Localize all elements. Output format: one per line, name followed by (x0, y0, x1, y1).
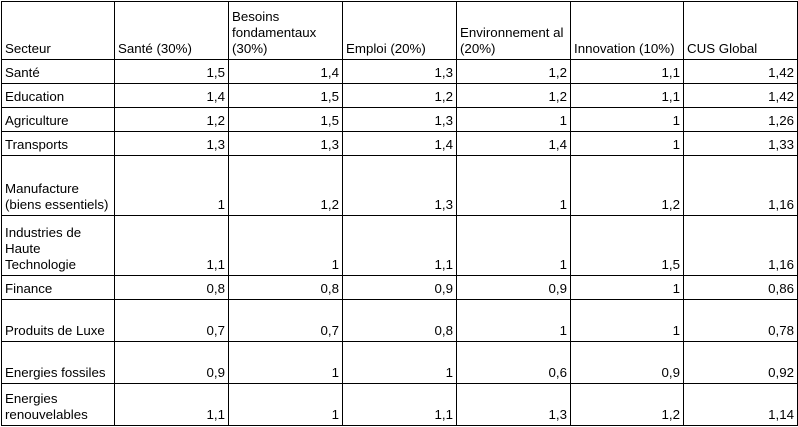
cell-innovation: 1,1 (570, 83, 684, 108)
cell-besoins: 1 (228, 341, 343, 384)
cell-cus-global: 1,42 (683, 83, 798, 108)
table-row: Education 1,4 1,5 1,2 1,2 1,1 1,42 (1, 83, 798, 108)
cell-innovation: 1,2 (570, 155, 684, 216)
cell-cus-global: 0,86 (683, 275, 798, 300)
cell-innovation: 1 (570, 131, 684, 156)
cell-besoins: 1 (228, 383, 343, 426)
cell-secteur: Energies renouvelables (1, 383, 115, 426)
table-row: Finance 0,8 0,8 0,9 0,9 1 0,86 (1, 275, 798, 300)
cell-secteur: Santé (1, 59, 115, 84)
cell-secteur: Finance (1, 275, 115, 300)
cell-secteur: Agriculture (1, 107, 115, 132)
cell-besoins: 1,5 (228, 83, 343, 108)
cell-cus-global: 0,92 (683, 341, 798, 384)
cell-secteur: Education (1, 83, 115, 108)
cell-innovation: 1,5 (570, 215, 684, 276)
table-row: Energies renouvelables 1,1 1 1,1 1,3 1,2… (1, 383, 798, 426)
cell-secteur: Industries de Haute Technologie (1, 215, 115, 276)
cell-besoins: 0,8 (228, 275, 343, 300)
cell-innovation: 1,2 (570, 383, 684, 426)
cell-secteur: Produits de Luxe (1, 299, 115, 342)
cell-cus-global: 1,16 (683, 215, 798, 276)
cell-environnement: 1 (456, 155, 571, 216)
cell-environnement: 1,4 (456, 131, 571, 156)
cell-emploi: 1,1 (342, 215, 457, 276)
cell-besoins: 1,2 (228, 155, 343, 216)
cell-secteur: Energies fossiles (1, 341, 115, 384)
header-sante: Santé (30%) (114, 1, 229, 60)
header-besoins: Besoins fondamentaux (30%) (228, 1, 343, 60)
cell-cus-global: 1,26 (683, 107, 798, 132)
cell-sante: 1,5 (114, 59, 229, 84)
cell-environnement: 1 (456, 107, 571, 132)
cell-sante: 1,2 (114, 107, 229, 132)
cell-environnement: 1,2 (456, 59, 571, 84)
cell-besoins: 1,4 (228, 59, 343, 84)
cell-emploi: 0,8 (342, 299, 457, 342)
cell-environnement: 0,6 (456, 341, 571, 384)
cell-environnement: 1 (456, 215, 571, 276)
cell-innovation: 1 (570, 107, 684, 132)
header-cus-global: CUS Global (683, 1, 798, 60)
table-row: Agriculture 1,2 1,5 1,3 1 1 1,26 (1, 107, 798, 132)
table-row: Transports 1,3 1,3 1,4 1,4 1 1,33 (1, 131, 798, 156)
header-row: Secteur Santé (30%) Besoins fondamentaux… (1, 1, 798, 60)
cell-sante: 1,1 (114, 215, 229, 276)
cell-environnement: 1,2 (456, 83, 571, 108)
cell-besoins: 1,5 (228, 107, 343, 132)
cell-innovation: 1,1 (570, 59, 684, 84)
cell-cus-global: 1,42 (683, 59, 798, 84)
cell-sante: 0,8 (114, 275, 229, 300)
cell-emploi: 1,2 (342, 83, 457, 108)
header-secteur: Secteur (1, 1, 115, 60)
cell-emploi: 1,3 (342, 155, 457, 216)
cell-besoins: 1 (228, 215, 343, 276)
cell-cus-global: 1,33 (683, 131, 798, 156)
cell-sante: 1 (114, 155, 229, 216)
cell-environnement: 1,3 (456, 383, 571, 426)
cell-innovation: 0,9 (570, 341, 684, 384)
cell-sante: 0,7 (114, 299, 229, 342)
cell-sante: 1,3 (114, 131, 229, 156)
cell-secteur: Transports (1, 131, 115, 156)
cell-sante: 1,1 (114, 383, 229, 426)
cell-environnement: 0,9 (456, 275, 571, 300)
table-row: Santé 1,5 1,4 1,3 1,2 1,1 1,42 (1, 59, 798, 84)
cell-sante: 1,4 (114, 83, 229, 108)
header-emploi: Emploi (20%) (342, 1, 457, 60)
cell-cus-global: 0,78 (683, 299, 798, 342)
header-environnement: Environnement al (20%) (456, 1, 571, 60)
cell-emploi: 1,1 (342, 383, 457, 426)
cell-secteur: Manufacture (biens essentiels) (1, 155, 115, 216)
cell-innovation: 1 (570, 299, 684, 342)
cell-emploi: 1,3 (342, 107, 457, 132)
header-innovation: Innovation (10%) (570, 1, 684, 60)
cell-emploi: 1,3 (342, 59, 457, 84)
cell-emploi: 1,4 (342, 131, 457, 156)
cell-emploi: 1 (342, 341, 457, 384)
cell-cus-global: 1,14 (683, 383, 798, 426)
cell-besoins: 0,7 (228, 299, 343, 342)
cell-besoins: 1,3 (228, 131, 343, 156)
cell-innovation: 1 (570, 275, 684, 300)
cell-environnement: 1 (456, 299, 571, 342)
cell-cus-global: 1,16 (683, 155, 798, 216)
table-row: Industries de Haute Technologie 1,1 1 1,… (1, 215, 798, 276)
table-row: Produits de Luxe 0,7 0,7 0,8 1 1 0,78 (1, 299, 798, 342)
cell-sante: 0,9 (114, 341, 229, 384)
table-row: Energies fossiles 0,9 1 1 0,6 0,9 0,92 (1, 341, 798, 384)
cell-emploi: 0,9 (342, 275, 457, 300)
table-row: Manufacture (biens essentiels) 1 1,2 1,3… (1, 155, 798, 216)
